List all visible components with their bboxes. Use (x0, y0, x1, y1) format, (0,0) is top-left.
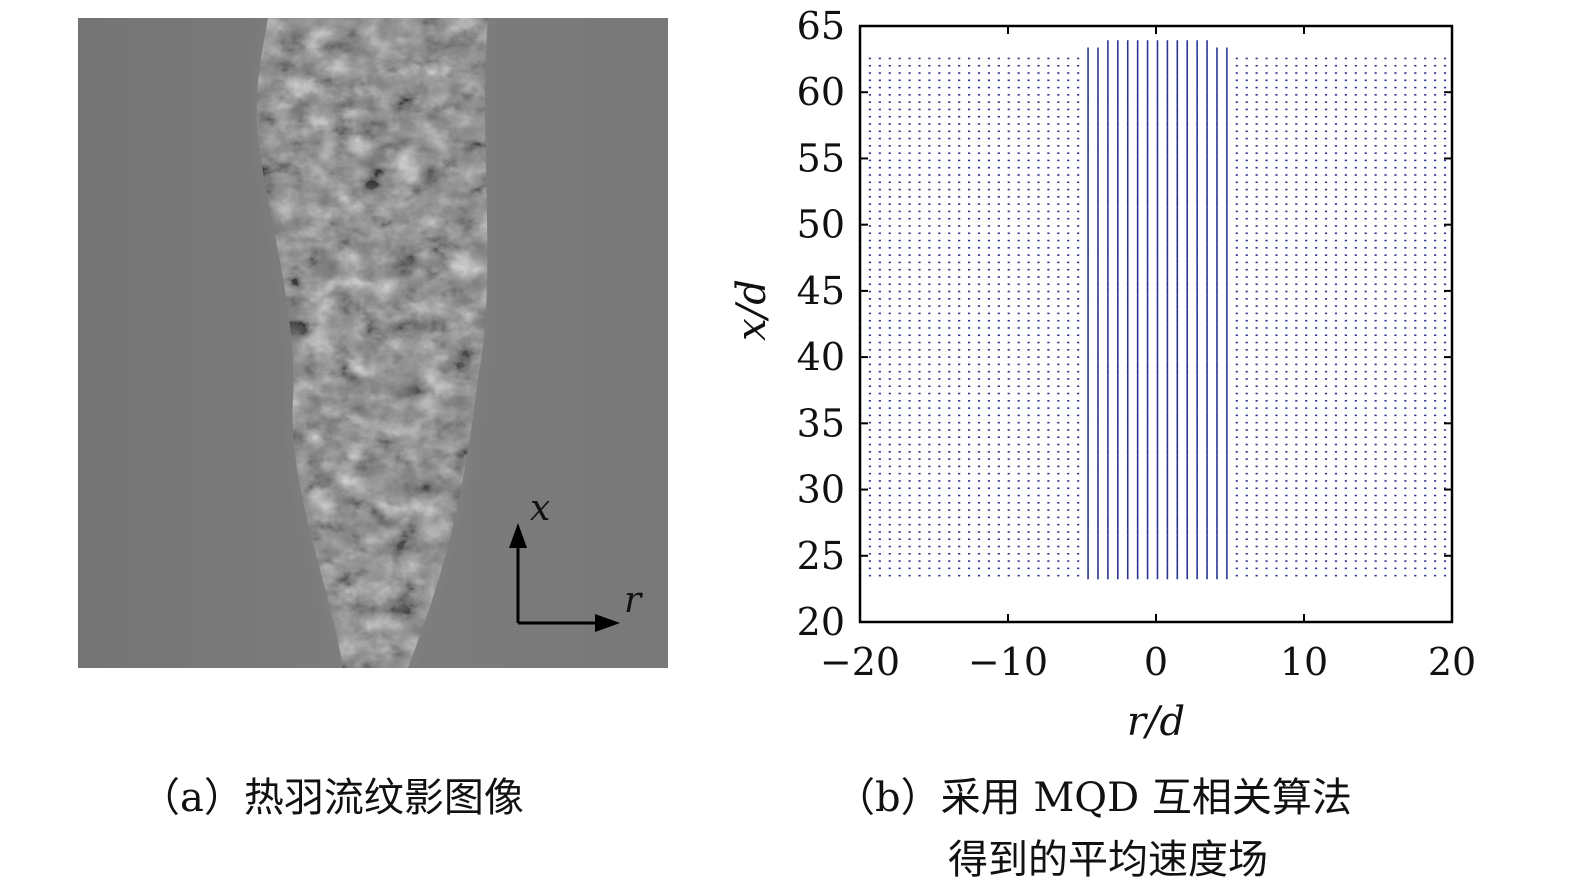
y-tick-label: 50 (797, 203, 845, 247)
axis-x-label: x (530, 488, 550, 529)
y-tick-label: 35 (797, 401, 845, 445)
y-tick-label: 45 (797, 269, 845, 313)
schlieren-plume: x r (78, 18, 668, 668)
y-tick-label: 65 (797, 4, 845, 48)
tick-labels: −20 −10 0 10 20 20 25 30 35 40 45 50 55 60 65 (797, 4, 1477, 684)
caption-a: （a）热羽流纹影图像 (140, 775, 524, 821)
x-tick-label: −20 (820, 640, 900, 684)
coordinate-axes-icon: x r (509, 488, 643, 632)
caption-b-line1: （b）采用 MQD 互相关算法 (835, 775, 1352, 821)
vector-field (858, 40, 1447, 580)
x-tick-label: 0 (1144, 640, 1168, 684)
x-tick-label: 10 (1280, 640, 1328, 684)
y-tick-label: 60 (797, 70, 845, 114)
x-tick-label: 20 (1428, 640, 1476, 684)
axis-ticks (859, 25, 1453, 623)
y-tick-label: 55 (797, 136, 845, 180)
y-tick-label: 25 (797, 534, 845, 578)
y-tick-label: 40 (797, 335, 845, 379)
x-axis-label: r/d (1127, 699, 1185, 745)
y-axis-label: x/d (729, 279, 775, 341)
x-tick-label: −10 (968, 640, 1048, 684)
schlieren-image: x r (78, 18, 668, 668)
y-tick-label: 20 (797, 600, 845, 644)
y-tick-label: 30 (797, 468, 845, 512)
caption-b-line2: 得到的平均速度场 (948, 837, 1268, 883)
axis-r-label: r (624, 580, 643, 621)
